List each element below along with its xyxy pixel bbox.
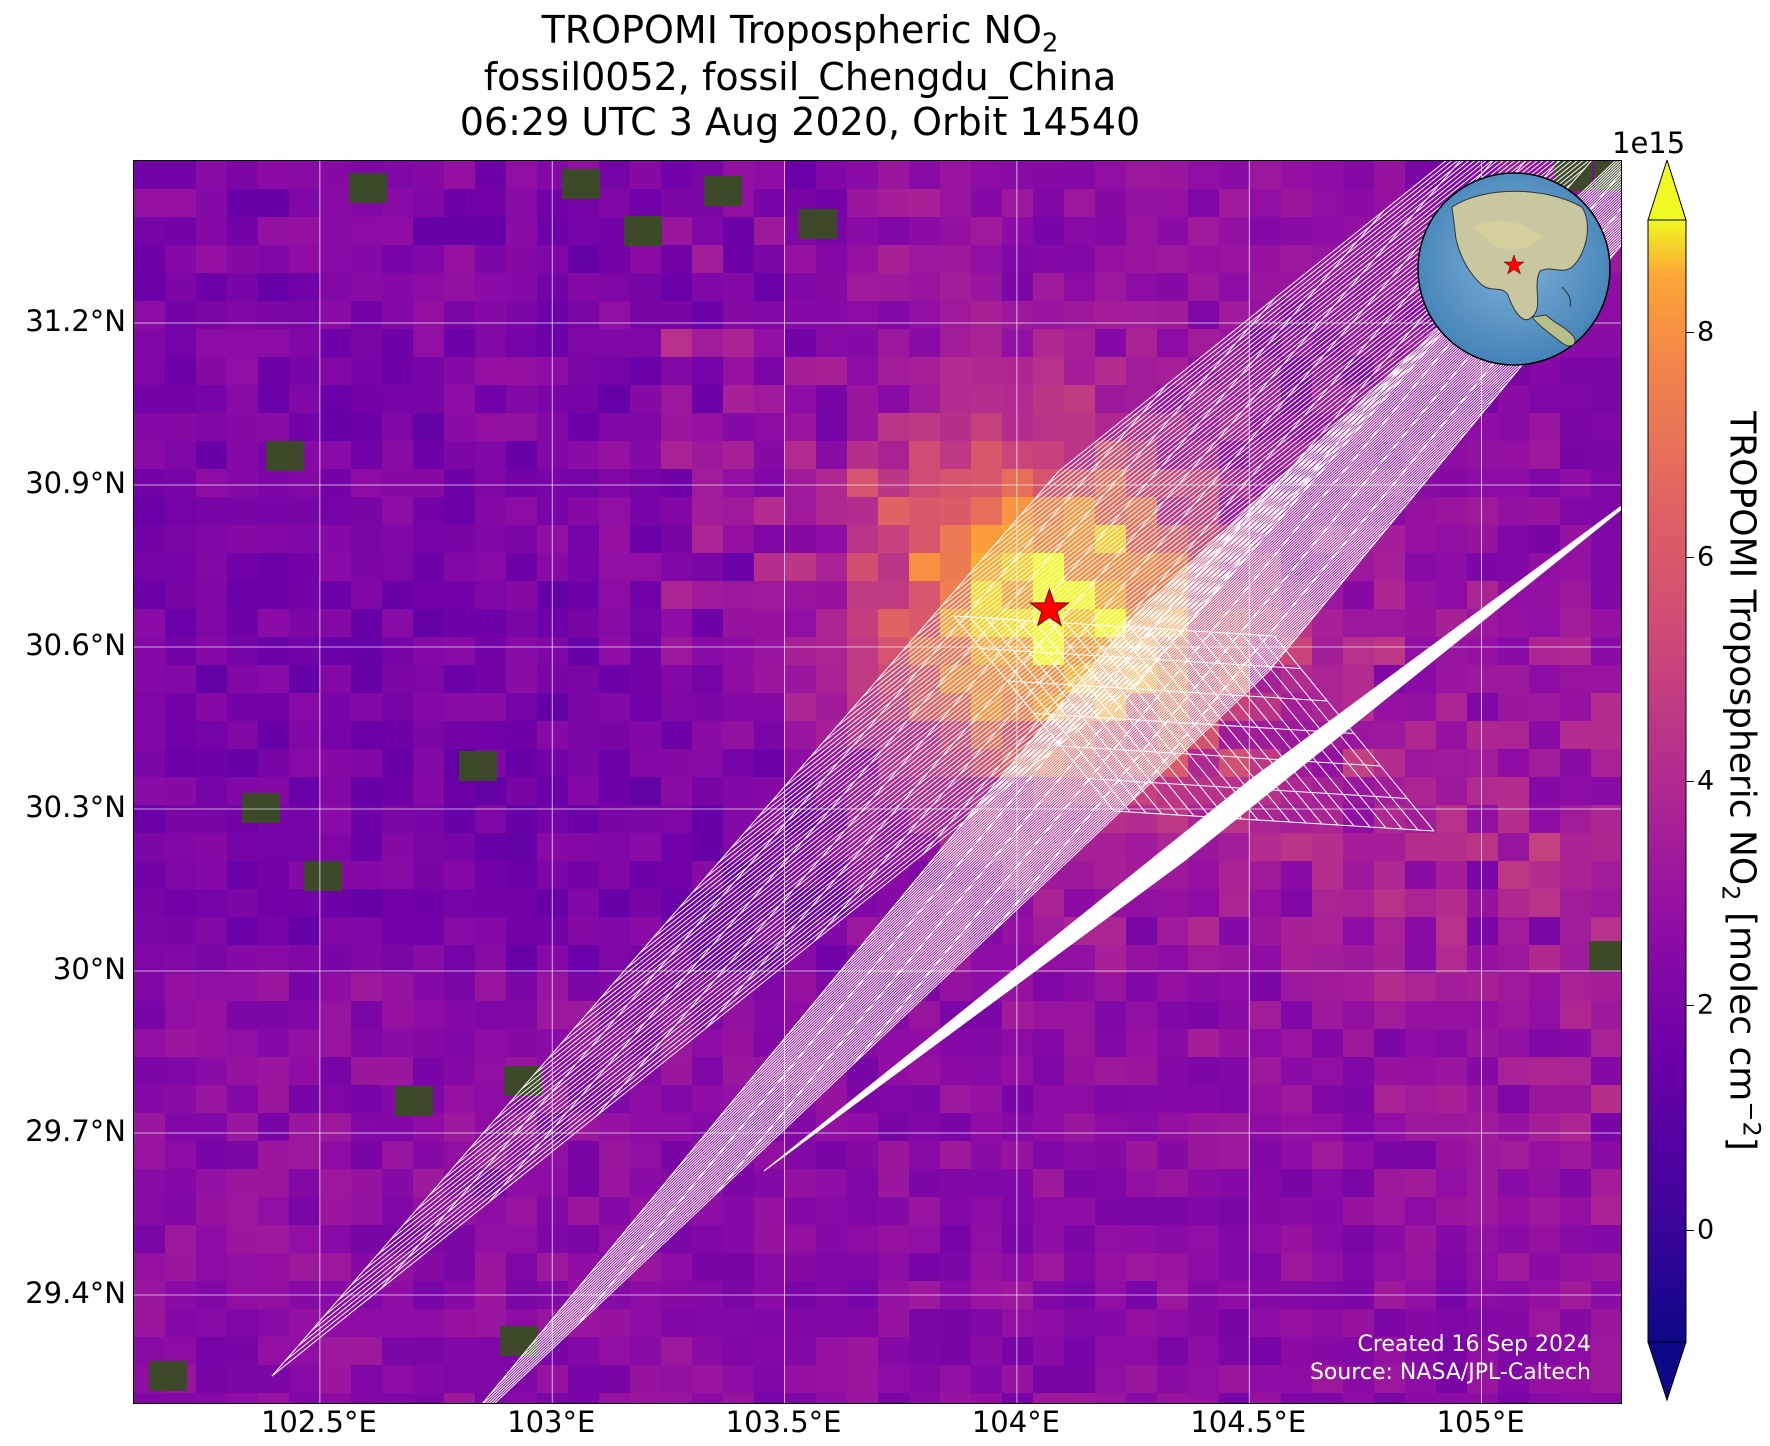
- target-star-marker: [1028, 587, 1070, 627]
- lon-tick-label: 103.5°E: [725, 1405, 842, 1439]
- lat-tick-label: 31.2°N: [25, 304, 126, 338]
- lon-tick-label: 105°E: [1436, 1405, 1525, 1439]
- no2-pixel-layer: [134, 161, 1621, 1403]
- lat-tick-label: 30°N: [52, 952, 126, 986]
- colorbar-exponent: 1e15: [1612, 126, 1686, 160]
- colorbar-tick-mark: [1686, 1229, 1694, 1231]
- globe-inset: [1417, 172, 1611, 366]
- footprint-swath-4: [953, 615, 1435, 832]
- colorbar-tick-label: 0: [1697, 1214, 1715, 1246]
- colorbar-extend-top: [1647, 160, 1687, 221]
- lat-tick-label: 30.6°N: [25, 628, 126, 662]
- colorbar-tick-label: 8: [1697, 316, 1715, 348]
- lon-tick-label: 103°E: [507, 1405, 596, 1439]
- oco-footprint-layer: [271, 161, 1621, 1403]
- chart-title-line1: TROPOMI Tropospheric NO2: [541, 8, 1059, 59]
- lat-tick-label: 30.3°N: [25, 790, 126, 824]
- colorbar-body: [1647, 219, 1687, 1343]
- inset-star-marker: [1503, 254, 1525, 275]
- lon-tick-label: 104.5°E: [1190, 1405, 1307, 1439]
- created-credit: Created 16 Sep 2024: [1357, 1332, 1592, 1357]
- colorbar-tick-mark: [1686, 556, 1694, 558]
- chart-title-line2: fossil0052, fossil_Chengdu_China: [483, 55, 1117, 99]
- colorbar-label: TROPOMI Tropospheric NO2 [molec cm−2]: [1716, 411, 1766, 1151]
- lon-tick-label: 102.5°E: [260, 1405, 377, 1439]
- colorbar-tick-mark: [1686, 1005, 1694, 1007]
- colorbar-tick-label: 6: [1697, 541, 1715, 573]
- colorbar: [1647, 160, 1687, 1402]
- lat-tick-label: 29.4°N: [25, 1276, 126, 1310]
- colorbar-tick-mark: [1686, 781, 1694, 782]
- source-credit: Source: NASA/JPL-Caltech: [1309, 1360, 1591, 1385]
- no2-map: Created 16 Sep 2024 Source: NASA/JPL-Cal…: [133, 160, 1622, 1404]
- colorbar-extend-bottom: [1647, 1341, 1687, 1402]
- lon-tick-label: 104°E: [971, 1405, 1060, 1439]
- colorbar-tick-label: 2: [1697, 989, 1715, 1021]
- lat-tick-label: 29.7°N: [25, 1114, 126, 1148]
- colorbar-tick-mark: [1686, 332, 1694, 334]
- lat-tick-label: 30.9°N: [25, 466, 126, 500]
- colorbar-tick-label: 4: [1697, 765, 1715, 797]
- chart-title-line3: 06:29 UTC 3 Aug 2020, Orbit 14540: [459, 100, 1141, 144]
